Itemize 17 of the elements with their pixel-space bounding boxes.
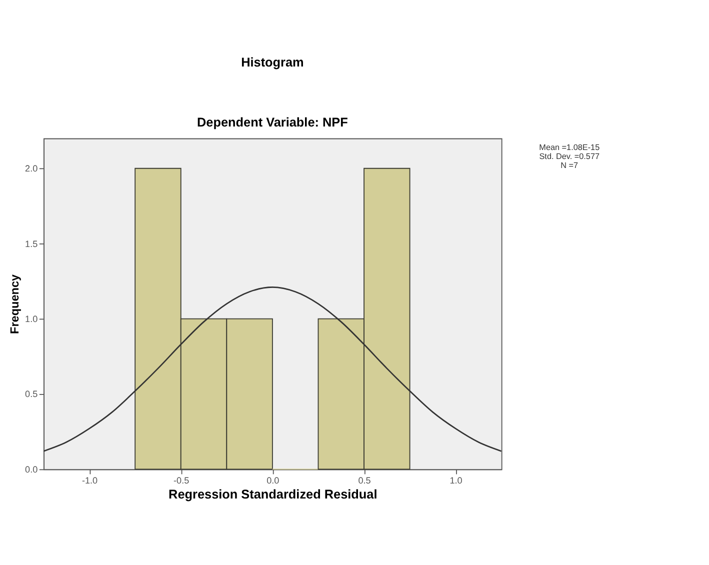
x-tick-label: 0.5: [358, 475, 371, 486]
y-tick-label: 1.5: [25, 238, 38, 249]
y-tick-label: 0.5: [25, 389, 38, 400]
x-tick-label: -1.0: [82, 475, 98, 486]
y-tick-label: 1.0: [25, 314, 38, 324]
text: Mean =1.08E-15: [539, 143, 600, 152]
y-tick-label: 2.0: [25, 164, 38, 174]
text: Std. Dev. =0.577: [539, 152, 600, 162]
y-axis-title: Frequency: [8, 274, 22, 334]
y-tick-label: 0.0: [25, 464, 38, 474]
chart-title: Histogram: [241, 56, 304, 70]
text: N =7: [560, 161, 579, 170]
x-tick-label: 1.0: [450, 475, 462, 486]
x-axis-title: Regression Standardized Residual: [168, 488, 378, 502]
x-tick-label: 0.0: [266, 475, 280, 486]
x-tick-label: -0.5: [174, 475, 190, 486]
chart-subtitle: Dependent Variable: NPF: [197, 116, 348, 130]
